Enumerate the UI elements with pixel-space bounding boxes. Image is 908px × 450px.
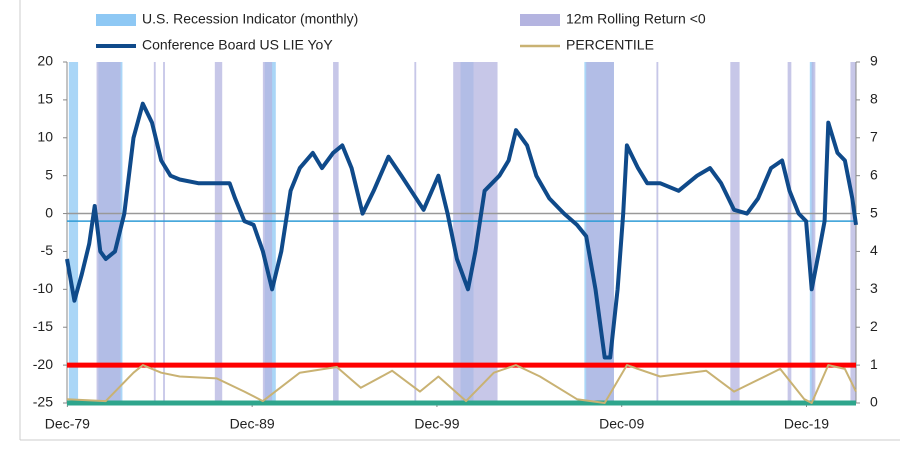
legend-label: PERCENTILE <box>566 37 654 53</box>
y2-tick-label: 2 <box>870 318 878 334</box>
x-tick-label: Dec-79 <box>45 416 90 432</box>
band <box>811 62 816 403</box>
band <box>96 62 121 403</box>
band <box>730 62 740 403</box>
y2-tick-label: 8 <box>870 91 878 107</box>
y-tick-label: -20 <box>33 356 53 372</box>
band <box>586 62 614 403</box>
series-line <box>66 364 857 404</box>
y2-tick-label: 3 <box>870 280 878 296</box>
band <box>262 62 273 403</box>
x-tick-label: Dec-99 <box>414 416 459 432</box>
y-tick-label: -10 <box>33 280 53 296</box>
x-tick-label: Dec-09 <box>599 416 644 432</box>
x-tick-label: Dec-19 <box>784 416 829 432</box>
band <box>214 62 223 403</box>
y2-tick-label: 9 <box>870 53 878 69</box>
y-tick-label: 20 <box>37 53 53 69</box>
series-line <box>65 101 858 360</box>
y2-tick-label: 6 <box>870 166 878 182</box>
legend-swatch <box>96 14 136 26</box>
band <box>153 62 156 403</box>
band <box>163 62 165 403</box>
x-tick-label: Dec-89 <box>230 416 275 432</box>
y-tick-label: 5 <box>45 166 53 182</box>
legend-label: Conference Board US LIE YoY <box>142 37 333 53</box>
y-tick-label: 10 <box>37 128 53 144</box>
y-tick-label: -25 <box>33 394 53 410</box>
y-tick-label: 0 <box>45 204 53 220</box>
y-tick-label: 15 <box>37 91 53 107</box>
legend-swatch <box>520 14 560 26</box>
band <box>850 62 856 403</box>
band <box>414 62 417 403</box>
y2-tick-label: 4 <box>870 242 878 258</box>
band <box>656 62 659 403</box>
y-tick-label: -5 <box>41 242 54 258</box>
legend-label: 12m Rolling Return <0 <box>566 11 706 27</box>
legend-label: U.S. Recession Indicator (monthly) <box>142 11 358 27</box>
y-tick-label: -15 <box>33 318 53 334</box>
band <box>453 62 498 403</box>
y2-tick-label: 5 <box>870 204 878 220</box>
band <box>68 62 79 403</box>
band <box>333 62 339 403</box>
y2-tick-label: 7 <box>870 128 878 144</box>
y2-tick-label: 0 <box>870 394 878 410</box>
y2-tick-label: 1 <box>870 356 878 372</box>
band <box>787 62 792 403</box>
